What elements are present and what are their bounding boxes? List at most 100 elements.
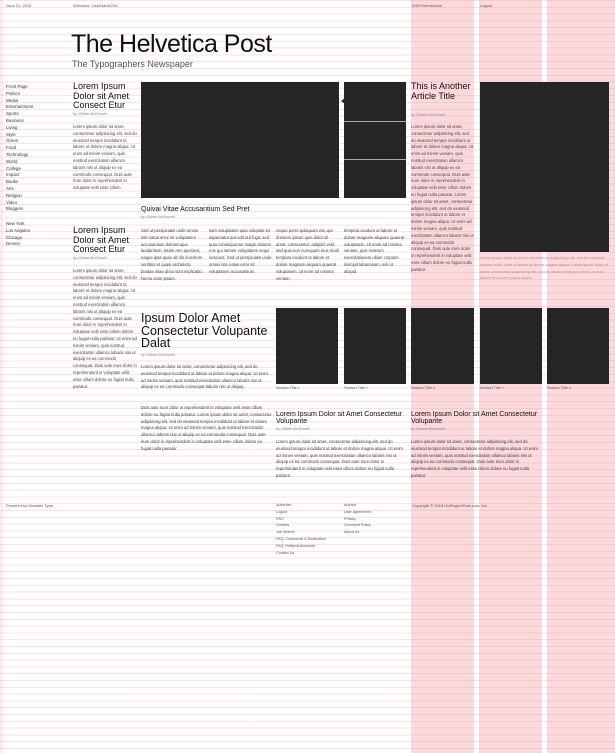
copyright-text: Copyright © 2015 HuffingtonPost.com, Inc…: [412, 503, 488, 508]
welcome-text: Welcome, UserName234: [73, 3, 118, 8]
footer-link[interactable]: Comment Policy: [344, 523, 371, 528]
section-title-link[interactable]: Section Title »: [276, 386, 300, 390]
nav-city-link[interactable]: Chicago: [6, 234, 23, 240]
section-thumb-image[interactable]: [480, 308, 542, 384]
footer-links-primary: Advertise Logout RSS Careers Job Search FAQ: …: [276, 502, 342, 556]
section-thumb-image[interactable]: [411, 308, 474, 384]
chevron-right-icon: »: [365, 386, 368, 390]
nav-section-link[interactable]: Front Page: [6, 84, 28, 89]
bottom-article-1-headline[interactable]: Lorem Ipsum Dolor sit Amet Consectetur V…: [276, 411, 403, 425]
chevron-right-icon: »: [501, 386, 504, 390]
footer-links-secondary: Archive User Agreement Privacy Comment Poli…: [344, 502, 406, 536]
mid-article-byline: by Gilbert McDowell: [141, 353, 175, 357]
left-article-1-headline[interactable]: Lorem Ipsum Dolor sit Amet Consect Etur: [73, 81, 130, 110]
section-title-label: Section Title: [344, 386, 365, 390]
masthead-title[interactable]: The Helvetica Post: [71, 30, 272, 58]
nav-section-link[interactable]: Green: [6, 138, 19, 144]
feature-text-col-1: Sed ut perspiciatis unde omnis iste natu…: [141, 228, 203, 281]
section-title-label: Section Title: [276, 386, 297, 390]
footer-link[interactable]: FAQ: Huffpost Accounts: [276, 543, 316, 548]
nav-section-link[interactable]: World: [6, 158, 18, 164]
edit-preferences-link[interactable]: Edit Preferences: [412, 3, 442, 8]
section-thumb-image[interactable]: [547, 308, 609, 384]
section-title-link[interactable]: Section Title »: [411, 386, 435, 390]
section-title-label: Section Title: [480, 386, 501, 390]
nav-section-link[interactable]: Media: [6, 97, 18, 103]
feature-image[interactable]: [141, 82, 339, 198]
section-title-label: Section Title: [547, 386, 568, 390]
nav-section-link[interactable]: Living: [6, 124, 18, 130]
city-nav: New York Los Angeles Chicago Denver: [6, 221, 64, 248]
bottom-article-1-byline: by Gilbert McDowell: [276, 427, 310, 431]
mid-article-body-1: Lorem ipsum dolor sit amet, consectetur …: [141, 364, 268, 390]
section-title-label: Section Title: [411, 386, 432, 390]
nav-section-link[interactable]: College: [6, 165, 21, 171]
carousel-pointer-icon: [341, 98, 345, 104]
footer-link[interactable]: Contact Us: [276, 550, 295, 555]
nav-city-link[interactable]: Los Angeles: [6, 227, 30, 233]
feature-text-col-2: sam voluptatem quia voluptas sit asperna…: [209, 228, 272, 274]
chevron-right-icon: »: [432, 386, 435, 390]
section-title-link[interactable]: Section Title »: [344, 386, 368, 390]
section-title-link[interactable]: Section Title »: [547, 386, 571, 390]
grid-column: [0, 0, 3, 753]
chevron-right-icon: »: [297, 386, 300, 390]
footer-link[interactable]: Careers: [276, 523, 290, 528]
section-title-link[interactable]: Section Title »: [480, 386, 504, 390]
nav-section-link[interactable]: Video: [6, 199, 18, 205]
footer-link[interactable]: Privacy: [344, 516, 357, 521]
bottom-article-2-headline[interactable]: Lorem Ipsum Dolor sit Amet Consectetur V…: [411, 411, 538, 425]
left-article-1-byline: by Gilbert McDowell: [73, 112, 107, 116]
nav-section-link[interactable]: Style: [6, 131, 16, 137]
section-nav: Front Page Politics Media Entertainment Spor…: [6, 84, 64, 213]
top-date: June 21, 2015: [6, 3, 32, 8]
section-thumb-image[interactable]: [344, 308, 406, 384]
bottom-article-2-body: Lorem ipsum dolor sit amet, consectetur …: [411, 439, 538, 478]
footer-link[interactable]: About Us: [344, 530, 360, 535]
right-article-byline: by Gilbert McDowell: [411, 113, 445, 117]
feature-text-col-3: neque porro quisquam est, qui dolorem ip…: [276, 228, 339, 281]
chevron-right-icon: »: [568, 386, 571, 390]
masthead-tagline: The Typographers Newspaper: [72, 59, 193, 69]
mid-article-body-2: Duis aute irure dolor in reprehenderit i…: [141, 405, 272, 451]
nav-section-link[interactable]: Technology: [6, 151, 29, 157]
feature-caption[interactable]: Quivai Vitae Accusantium Sed Pret: [141, 206, 250, 213]
nav-section-link[interactable]: Impact: [6, 172, 20, 178]
left-article-1-body: Lorem ipsum dolor sit amet, consectetur …: [73, 124, 137, 191]
nav-section-link[interactable]: Arts: [6, 185, 14, 191]
faint-overlay-text: Lorem ipsum dolor sit amet, consectetur …: [480, 255, 609, 281]
nav-city-link[interactable]: New York: [6, 221, 25, 226]
right-article-image[interactable]: [480, 82, 609, 252]
right-article-body: Lorem ipsum dolor sit amet, consectetur …: [411, 124, 474, 272]
logout-link[interactable]: Logout: [480, 3, 493, 8]
mid-article-headline[interactable]: Ipsum Dolor Amet Consectetur Volupante D…: [141, 311, 268, 350]
footer-link[interactable]: Logout: [276, 509, 288, 514]
divider: [344, 159, 406, 160]
footer-link[interactable]: Archive: [344, 503, 357, 507]
footer-link[interactable]: FAQ: Comments & Moderation: [276, 536, 327, 541]
right-article-headline[interactable]: This is Another Article Title: [411, 81, 471, 101]
footer-link[interactable]: Job Search: [276, 530, 295, 535]
feature-side-image[interactable]: [344, 82, 406, 198]
left-article-2-headline[interactable]: Lorem Ipsum Dolor sit Amet Consect Etur: [73, 225, 130, 254]
footer-link[interactable]: Advertise: [276, 503, 292, 507]
powered-by-link[interactable]: Powered by Movable Type: [6, 503, 54, 508]
nav-section-link[interactable]: Books: [6, 179, 19, 185]
nav-section-link[interactable]: Food: [6, 145, 17, 151]
nav-city-link[interactable]: Denver: [6, 241, 21, 247]
footer-link[interactable]: User Agreement: [344, 509, 371, 514]
nav-section-link[interactable]: Bloggers: [6, 206, 24, 212]
feature-text-col-4: tempora incidunt ut labore et dolore mag…: [344, 228, 405, 274]
section-thumb-image[interactable]: [276, 308, 338, 384]
nav-section-link[interactable]: Sports: [6, 111, 19, 117]
left-article-2-body: Lorem ipsum dolor sit amet, consectetur …: [73, 268, 137, 389]
nav-section-link[interactable]: Entertainment: [6, 104, 34, 110]
feature-byline: by Gilbert McDowell: [141, 215, 175, 219]
footer-link[interactable]: RSS: [276, 516, 284, 521]
nav-section-link[interactable]: Business: [6, 117, 24, 123]
bottom-article-2-byline: by Gilbert McDowell: [411, 427, 445, 431]
nav-section-link[interactable]: Religion: [6, 192, 22, 198]
nav-section-link[interactable]: Politics: [6, 90, 20, 96]
left-article-2-byline: by Gilbert McDowell: [73, 256, 107, 260]
